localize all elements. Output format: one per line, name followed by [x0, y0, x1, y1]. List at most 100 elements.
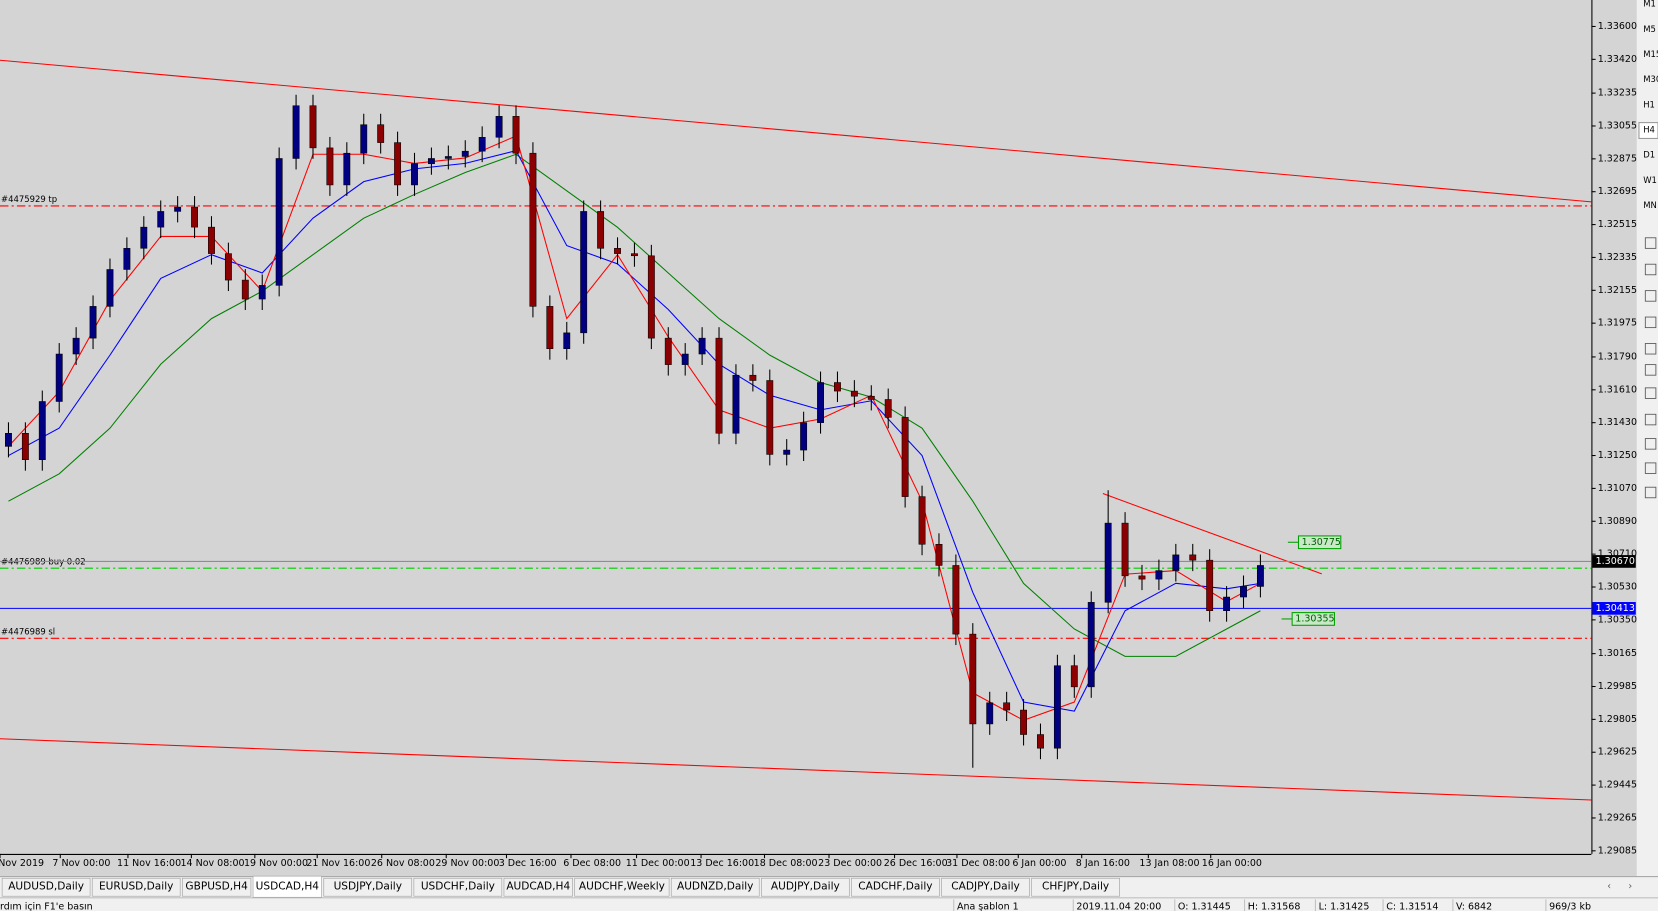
tool-icon[interactable] — [1644, 237, 1657, 249]
candle-body — [394, 142, 402, 186]
y-tick-label: 1.32515 — [1598, 219, 1637, 230]
tab[interactable] — [503, 877, 573, 897]
x-tick-label: 18 Dec 08:00 — [754, 858, 818, 869]
moving-average — [8, 150, 1261, 712]
price-box-label: 1.30670 — [1596, 556, 1635, 567]
tab[interactable] — [181, 877, 252, 897]
tab[interactable] — [1031, 877, 1120, 897]
x-tick-label: 19 Nov 00:00 — [244, 858, 308, 869]
trend-line — [0, 738, 1592, 801]
tool-icon[interactable] — [1644, 486, 1657, 499]
tool-icon[interactable] — [1644, 290, 1657, 302]
candle-body — [89, 306, 97, 339]
x-tick-label: 13 Jan 08:00 — [1139, 858, 1199, 869]
tab-label[interactable]: CHFJPY,Daily — [1042, 881, 1109, 893]
tab[interactable] — [574, 877, 670, 897]
x-tick-label: 31 Dec 08:00 — [946, 858, 1010, 869]
status-traffic: 969/3 kb — [1549, 901, 1591, 911]
tool-icon[interactable] — [1644, 316, 1657, 329]
tab-scroll-left[interactable]: ‹ — [1607, 881, 1611, 892]
candle-body — [867, 395, 875, 400]
tab[interactable] — [851, 877, 940, 897]
candle-body — [783, 449, 791, 455]
tab[interactable] — [670, 877, 760, 897]
x-tick-label: 26 Nov 08:00 — [371, 858, 435, 869]
moving-average — [8, 135, 1261, 721]
candle-body — [681, 353, 689, 365]
tab-label[interactable]: CADCHF,Daily — [858, 881, 932, 893]
candle-body — [55, 353, 63, 402]
x-tick-label: 8 Jan 16:00 — [1076, 858, 1130, 869]
tab-label[interactable]: EURUSD,Daily — [99, 881, 173, 893]
candle-body — [1020, 709, 1027, 735]
toolbar — [1636, 0, 1658, 877]
status-bar — [0, 897, 1658, 911]
tool-icon[interactable] — [1644, 438, 1657, 450]
timeframe-button[interactable]: H4 — [1643, 124, 1655, 134]
timeframe-button[interactable]: H1 — [1643, 99, 1655, 109]
candle-body — [546, 306, 554, 349]
tool-icon[interactable] — [1644, 343, 1657, 355]
plot-area: #4475929 tp#4476989 buy 0.02#4476989 sl — [0, 59, 1592, 801]
candle-body — [309, 105, 317, 149]
timeframe-buttons: M1 M5 M15 M30 H1 H4 D1 W1 MN — [1638, 0, 1658, 210]
candle-body — [986, 702, 994, 725]
tab[interactable] — [413, 877, 503, 897]
tab-label[interactable]: GBPUSD,H4 — [185, 881, 248, 893]
tool-icon[interactable] — [1644, 462, 1657, 474]
timeframe-button[interactable]: M1 — [1643, 0, 1656, 9]
candle-body — [800, 422, 808, 451]
y-tick-label: 1.29805 — [1598, 714, 1637, 725]
tool-icon[interactable] — [1644, 413, 1657, 426]
tool-icon[interactable] — [1644, 263, 1657, 276]
timeframe-button[interactable]: M15 — [1643, 49, 1658, 59]
candle-body — [343, 152, 351, 186]
candle-body — [732, 374, 740, 434]
tab[interactable] — [91, 877, 181, 897]
tab[interactable] — [941, 877, 1030, 897]
status-template: Ana şablon 1 — [957, 901, 1019, 911]
timeframe-button[interactable]: D1 — [1643, 150, 1655, 160]
tab-scroll-right[interactable]: › — [1628, 881, 1632, 892]
timeframe-button[interactable]: W1 — [1643, 175, 1657, 185]
status-high: H: 1.31568 — [1248, 901, 1301, 911]
tab-label[interactable]: AUDJPY,Daily — [771, 881, 840, 893]
candle-body — [21, 433, 29, 461]
candle-body — [38, 401, 46, 461]
status-volume: V: 6842 — [1456, 901, 1492, 911]
candle-body — [698, 337, 706, 355]
candle-body — [208, 226, 215, 254]
candle-body — [1206, 559, 1214, 611]
tab-label[interactable]: USDCHF,Daily — [421, 881, 495, 893]
candle-body — [5, 433, 12, 447]
price-box — [1592, 555, 1636, 568]
candle-body — [647, 255, 655, 339]
tool-icon[interactable] — [1644, 387, 1657, 399]
y-tick-label: 1.30350 — [1598, 614, 1637, 625]
tab-label[interactable]: USDJPY,Daily — [334, 881, 402, 893]
timeframe-button[interactable]: M5 — [1643, 24, 1656, 34]
y-tick-label: 1.32155 — [1598, 285, 1637, 296]
y-tick-label: 1.31250 — [1598, 450, 1637, 461]
tab[interactable] — [1, 877, 91, 897]
timeframe-button[interactable]: MN — [1643, 200, 1657, 210]
tab-label[interactable]: AUDNZD,Daily — [677, 881, 753, 893]
tab[interactable] — [252, 875, 322, 898]
tab-label[interactable]: AUDUSD,Daily — [8, 881, 84, 893]
timeframe-button[interactable]: M30 — [1643, 74, 1658, 84]
candle-body — [106, 269, 114, 307]
tab-label[interactable]: USDCAD,H4 — [256, 881, 320, 893]
candle-body — [952, 565, 960, 635]
x-tick-label: 26 Dec 16:00 — [884, 858, 948, 869]
y-tick-label: 1.31070 — [1598, 483, 1637, 494]
candle-body — [664, 337, 672, 365]
candle-body — [1104, 522, 1112, 603]
tab-label[interactable]: AUDCAD,H4 — [506, 881, 570, 893]
tab-label[interactable]: AUDCHF,Weekly — [579, 881, 665, 893]
tab[interactable] — [323, 877, 413, 897]
tab-label[interactable]: CADJPY,Daily — [951, 881, 1020, 893]
tool-icon[interactable] — [1644, 364, 1657, 376]
candle-body — [1138, 575, 1146, 580]
tab[interactable] — [761, 877, 850, 897]
candle-body — [174, 206, 182, 212]
